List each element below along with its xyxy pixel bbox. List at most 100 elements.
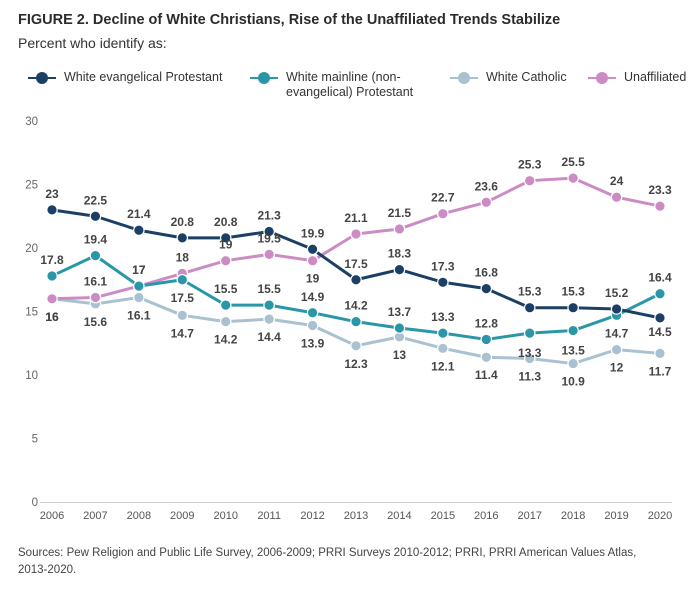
data-point [437, 207, 449, 220]
data-label: 15.5 [257, 282, 281, 296]
data-point [46, 270, 58, 282]
source-line-1: Sources: Pew Religion and Public Life Su… [18, 547, 637, 559]
data-point [567, 301, 579, 314]
data-point [654, 347, 666, 360]
data-point [350, 315, 362, 328]
data-point [46, 292, 58, 305]
data-label: 15.6 [84, 315, 108, 329]
data-point [437, 342, 449, 355]
data-label: 14.4 [257, 330, 281, 344]
data-label: 13.7 [388, 305, 412, 319]
data-point [263, 313, 275, 325]
data-point [480, 333, 493, 346]
data-label: 21.1 [344, 211, 368, 225]
data-point [523, 301, 536, 314]
data-label: 16.4 [648, 271, 672, 285]
data-point [176, 309, 189, 322]
data-label: 18 [176, 250, 190, 264]
data-label: 19.5 [257, 231, 281, 245]
x-tick-label: 2019 [604, 510, 628, 522]
data-label: 15.2 [605, 286, 629, 300]
data-point [263, 225, 275, 238]
data-label: 10.9 [561, 375, 585, 389]
data-label: 18.3 [388, 247, 412, 261]
data-point [89, 249, 102, 262]
data-point [523, 352, 536, 365]
data-label: 14.2 [344, 299, 368, 313]
data-label: 23.3 [648, 183, 672, 197]
data-point [306, 243, 319, 256]
data-label: 15.3 [561, 285, 585, 299]
data-label: 11.7 [649, 364, 672, 378]
data-point [89, 291, 102, 304]
data-label: 13.5 [561, 344, 585, 358]
data-label: 16.8 [475, 266, 499, 280]
data-point [480, 351, 493, 364]
y-tick-label: 5 [32, 434, 38, 446]
x-tick-label: 2006 [40, 510, 64, 522]
data-point [133, 280, 145, 292]
data-label: 14.5 [648, 325, 672, 339]
data-point [567, 172, 579, 184]
data-label: 12.3 [344, 357, 368, 371]
data-label: 20.8 [214, 215, 238, 229]
data-label: 17 [132, 263, 146, 277]
data-label: 16.1 [84, 275, 108, 289]
data-point [306, 306, 319, 319]
legend-dot [458, 72, 470, 84]
data-label: 14.9 [301, 290, 325, 304]
legend-label: White evangelical Protestant [64, 70, 223, 84]
data-label: 21.5 [388, 206, 412, 220]
legend: White evangelical Protestant White mainl… [28, 70, 688, 110]
data-label: 25.3 [518, 158, 542, 172]
y-tick-label: 25 [25, 180, 38, 192]
data-label: 13.3 [518, 346, 542, 360]
y-tick-label: 30 [25, 116, 38, 128]
x-tick-label: 2011 [257, 510, 281, 522]
data-label: 21.3 [257, 208, 281, 222]
x-tick-label: 2014 [387, 510, 411, 522]
x-tick-label: 2010 [213, 510, 237, 522]
data-label: 14.2 [214, 333, 238, 347]
source-note: Sources: Pew Religion and Public Life Su… [18, 545, 688, 579]
data-point [437, 327, 449, 339]
data-label: 17.8 [40, 253, 64, 267]
data-label: 11.3 [518, 369, 541, 383]
data-label: 20.8 [171, 215, 195, 229]
data-label: 16.1 [127, 309, 151, 323]
legend-dot [258, 72, 270, 84]
data-label: 17 [132, 263, 146, 277]
data-point [480, 282, 493, 295]
data-point [306, 254, 319, 267]
data-label: 19.9 [301, 226, 325, 240]
data-point [350, 273, 362, 286]
y-tick-label: 0 [32, 497, 38, 509]
data-point [437, 276, 449, 289]
data-point [610, 303, 623, 315]
data-label: 19.4 [84, 233, 108, 247]
data-point [393, 263, 406, 276]
data-point [393, 223, 406, 235]
data-point [350, 228, 362, 240]
data-label: 16 [45, 310, 59, 324]
data-label: 19 [306, 272, 320, 286]
data-point [219, 254, 232, 267]
data-label: 23.6 [475, 179, 499, 193]
data-point [654, 200, 666, 212]
data-point [176, 273, 189, 286]
data-label: 23 [45, 187, 59, 201]
data-point [523, 174, 536, 187]
y-tick-label: 15 [25, 307, 38, 319]
x-tick-label: 2008 [127, 510, 151, 522]
data-label: 17.3 [431, 259, 455, 273]
data-point [219, 232, 232, 244]
data-label: 22.7 [431, 191, 455, 205]
data-point [133, 291, 145, 304]
data-label: 12.1 [431, 359, 455, 373]
data-label: 13 [393, 348, 407, 362]
data-label: 17.5 [344, 257, 368, 271]
data-point [263, 248, 275, 261]
x-tick-label: 2013 [344, 510, 368, 522]
data-label: 21.4 [127, 207, 151, 221]
source-line-2: 2013-2020. [18, 564, 77, 576]
